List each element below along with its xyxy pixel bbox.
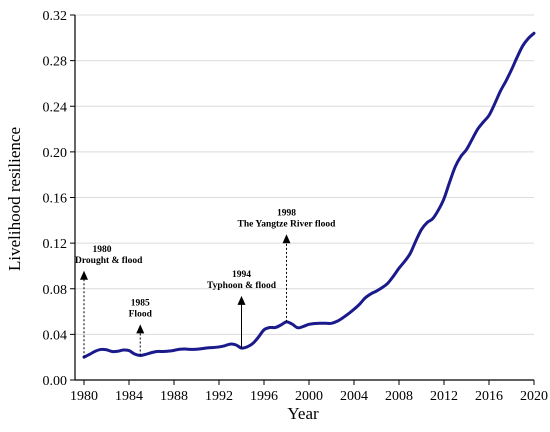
annotation-event: Typhoon & flood	[207, 281, 277, 291]
x-tick-label: 1988	[160, 389, 188, 404]
gridlines	[75, 14, 534, 335]
annotation-arrowhead	[237, 295, 246, 305]
y-tick-label: 0.00	[43, 374, 68, 389]
annotation-arrowhead	[136, 324, 145, 334]
annotation-year: 1985	[131, 298, 150, 308]
x-tick-label: 2012	[430, 389, 458, 404]
y-tick-label: 0.04	[43, 328, 68, 343]
y-axis-ticks: 0.00 0.04 0.08 0.12 0.16 0.20 0.24 0.28 0.32	[43, 9, 75, 389]
annotation-event: The Yangtze River flood	[238, 219, 337, 229]
y-tick-label: 0.20	[43, 146, 68, 161]
y-tick-label: 0.16	[43, 192, 68, 207]
x-axis-title: Year	[287, 404, 319, 423]
x-tick-label: 1996	[250, 389, 278, 404]
y-tick-label: 0.08	[43, 283, 68, 298]
x-tick-label: 1980	[70, 389, 98, 404]
annotation-year: 1998	[277, 208, 296, 218]
x-tick-label: 1992	[205, 389, 233, 404]
annotation-event: Flood	[129, 309, 153, 319]
annotation-year: 1980	[93, 245, 112, 255]
series-group	[82, 31, 536, 359]
annotation-event: Drought & flood	[75, 256, 143, 266]
x-tick-label: 2004	[340, 389, 368, 404]
x-tick-label: 2008	[385, 389, 413, 404]
x-tick-label: 2020	[520, 389, 548, 404]
y-tick-label: 0.32	[43, 9, 68, 24]
y-axis-title: Livelihood resilience	[5, 127, 24, 271]
annotation-year: 1994	[232, 270, 251, 280]
series-line	[82, 31, 536, 359]
y-tick-label: 0.28	[43, 55, 68, 70]
y-tick-label: 0.12	[43, 237, 68, 252]
y-tick-label: 0.24	[43, 100, 68, 115]
annotation-arrowhead	[282, 234, 291, 244]
x-tick-label: 2000	[295, 389, 323, 404]
x-tick-label: 1984	[115, 389, 143, 404]
annotation-arrowhead	[80, 270, 88, 280]
x-axis-ticks: 1980 1984 1988 1992 1996 2000 2004 2008 2012 2016…	[70, 380, 548, 404]
x-tick-label: 2016	[475, 389, 503, 404]
